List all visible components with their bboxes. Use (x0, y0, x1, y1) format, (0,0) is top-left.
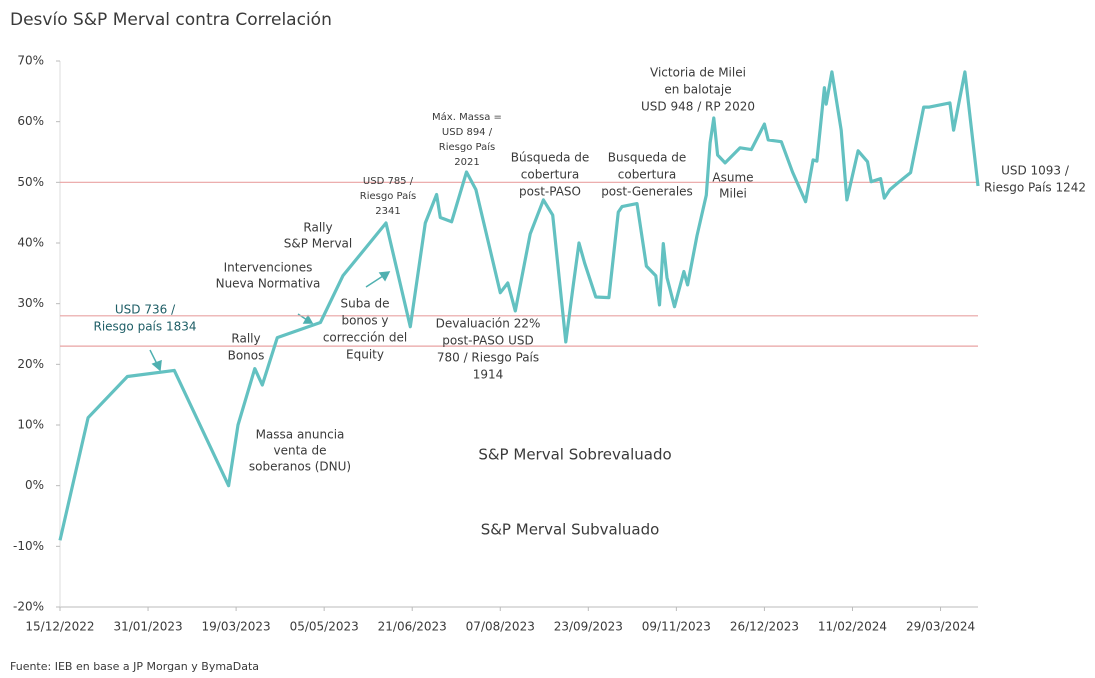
arrow (149, 349, 158, 365)
annotation: Equity (346, 348, 384, 362)
y-tick-label: -20% (13, 600, 44, 614)
annotation: Asume (712, 171, 753, 185)
annotation: Milei (719, 187, 747, 201)
annotation: USD 1093 / (1001, 164, 1070, 178)
annotation: Intervenciones (224, 261, 313, 275)
y-tick-label: 10% (17, 418, 44, 432)
annotation: Búsqueda de (511, 151, 589, 165)
y-tick-label: 50% (17, 175, 44, 189)
arrow-head (302, 314, 314, 324)
annotation: cobertura (618, 168, 676, 182)
annotation: 1914 (473, 368, 504, 382)
annotation: Busqueda de (608, 151, 686, 165)
arrow-head (151, 359, 162, 372)
annotation: Nueva Normativa (216, 277, 321, 291)
annotation: post-Generales (601, 185, 693, 199)
annotation: USD 736 / (115, 303, 176, 317)
annotation: Massa anuncia (256, 428, 345, 442)
annotation: Bonos (228, 349, 265, 363)
annotation: S&P Merval Subvaluado (481, 521, 660, 539)
annotation: Riesgo País (439, 141, 495, 153)
annotation: Rally (303, 221, 332, 235)
arrow-head (378, 271, 391, 282)
annotation: en balotaje (664, 83, 731, 97)
annotation: soberanos (DNU) (249, 460, 351, 474)
y-tick-label: 0% (25, 478, 44, 492)
y-tick-label: 70% (17, 54, 44, 68)
annotation: 2021 (454, 157, 479, 168)
annotation: Rally (231, 332, 260, 346)
source-note: Fuente: IEB en base a JP Morgan y BymaDa… (10, 660, 259, 673)
x-tick-label: 26/12/2023 (730, 620, 799, 634)
x-tick-label: 23/09/2023 (554, 620, 623, 634)
y-tick-label: 30% (17, 296, 44, 310)
data-line (58, 70, 980, 541)
annotation: Victoria de Milei (650, 66, 746, 80)
x-tick-label: 05/05/2023 (290, 620, 359, 634)
annotation: S&P Merval (284, 237, 352, 251)
annotation: post-PASO USD (442, 334, 533, 348)
y-tick-label: 20% (17, 357, 44, 371)
annotation: Devaluación 22% (436, 317, 541, 331)
arrow (365, 275, 384, 288)
x-tick-label: 29/03/2024 (906, 620, 975, 634)
annotation: Riesgo País 1242 (984, 181, 1086, 195)
annotation: Riesgo país 1834 (94, 320, 197, 334)
annotation: 780 / Riesgo País (437, 351, 539, 365)
annotation: Riesgo País (360, 190, 416, 202)
y-tick-label: 40% (17, 236, 44, 250)
x-tick-label: 31/01/2023 (113, 620, 182, 634)
annotation: USD 948 / RP 2020 (641, 100, 755, 114)
x-tick-label: 11/02/2024 (818, 620, 887, 634)
annotation: USD 894 / (442, 127, 493, 138)
arrows (149, 271, 391, 372)
annotation: corrección del (323, 331, 407, 345)
annotation: USD 785 / (363, 176, 414, 187)
annotation: 2341 (375, 206, 400, 217)
y-tick-label: -10% (13, 539, 44, 553)
annotation: cobertura (521, 168, 579, 182)
y-tick-label: 60% (17, 114, 44, 128)
x-tick-label: 15/12/2022 (25, 620, 94, 634)
annotation: Máx. Massa = (432, 111, 502, 123)
annotation: Suba de (340, 297, 389, 311)
annotation: venta de (274, 444, 327, 458)
x-tick-label: 07/08/2023 (466, 620, 535, 634)
annotation: S&P Merval Sobrevaluado (478, 446, 671, 464)
x-tick-label: 09/11/2023 (642, 620, 711, 634)
x-tick-label: 21/06/2023 (378, 620, 447, 634)
x-tick-label: 19/03/2023 (202, 620, 271, 634)
chart-title: Desvío S&P Merval contra Correlación (10, 10, 332, 30)
annotation: post-PASO (519, 185, 581, 199)
annotation: bonos y (341, 314, 388, 328)
